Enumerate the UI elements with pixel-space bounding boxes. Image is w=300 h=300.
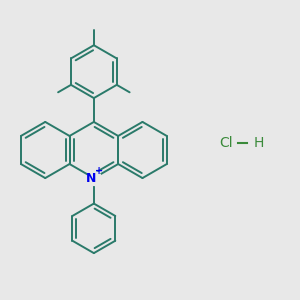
- Text: H: H: [254, 136, 264, 150]
- Text: Cl: Cl: [219, 136, 233, 150]
- Text: N: N: [86, 172, 97, 184]
- Text: +: +: [95, 167, 104, 176]
